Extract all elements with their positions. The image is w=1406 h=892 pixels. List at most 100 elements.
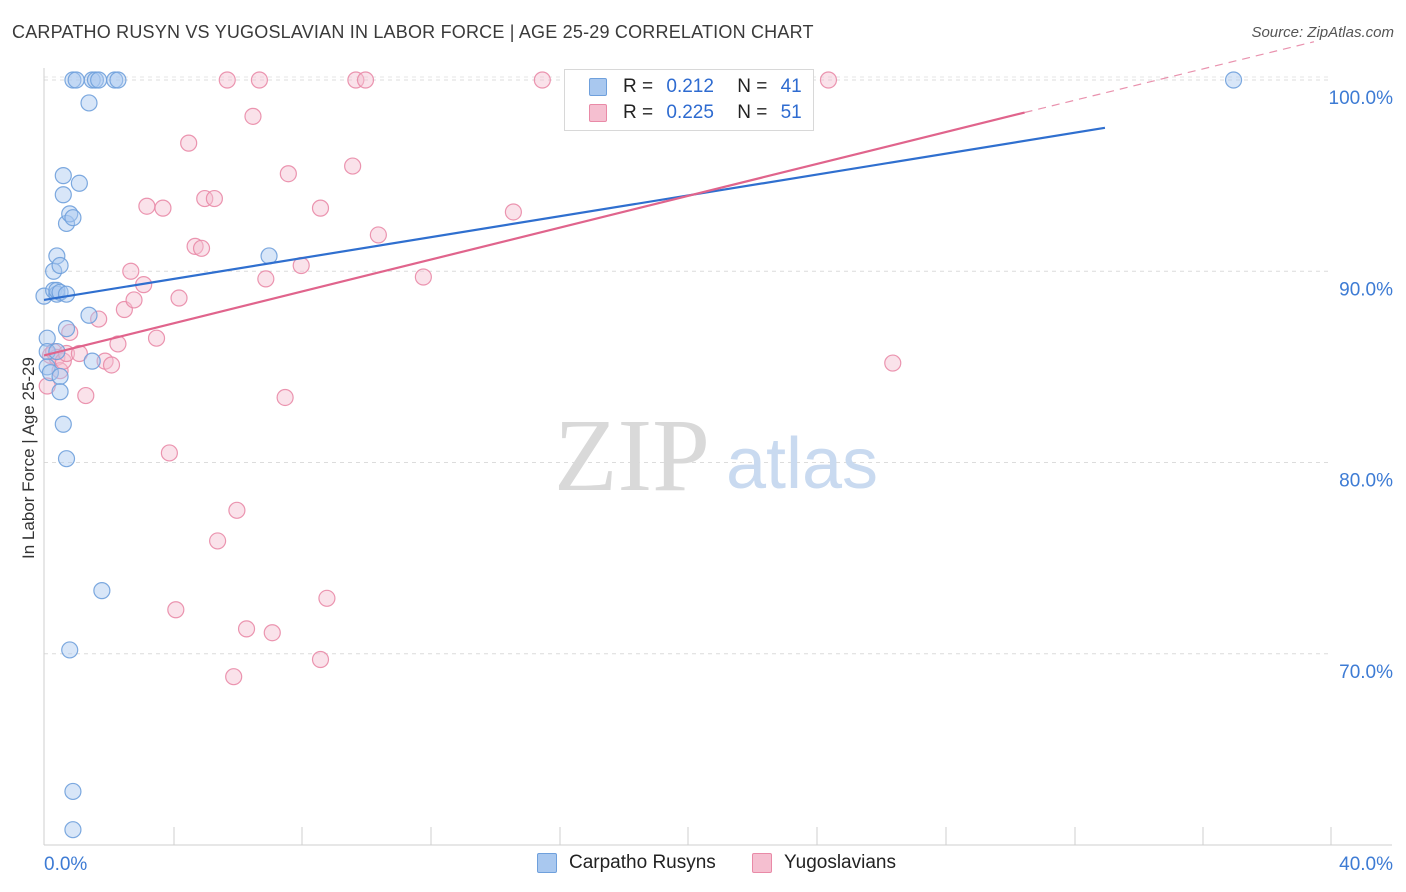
series-yugoslavians [38, 71, 902, 686]
data-point-carpatho-rusyn [64, 782, 82, 801]
data-point-yugoslavian [228, 501, 246, 519]
legend-swatch-blue [589, 78, 607, 96]
data-point-yugoslavian [77, 386, 95, 405]
x-tick-label: 40.0% [1339, 854, 1393, 875]
watermark: ZIP atlas [554, 398, 878, 513]
data-point-yugoslavian [347, 71, 365, 89]
data-point-carpatho-rusyn [51, 383, 69, 401]
data-point-carpatho-rusyn [57, 320, 76, 338]
data-point-carpatho-rusyn [54, 167, 72, 185]
legend-n-label: N = [737, 102, 768, 123]
data-point-carpatho-rusyn [1224, 71, 1243, 89]
data-point-yugoslavian [180, 134, 198, 152]
data-point-yugoslavian [276, 388, 294, 407]
data-point-yugoslavian [186, 237, 204, 255]
series-carpatho-rusyns [35, 71, 1243, 839]
legend-swatch-pink [589, 104, 607, 122]
data-point-carpatho-rusyn [57, 450, 76, 468]
trend-lines [43, 41, 1315, 357]
data-point-yugoslavian [237, 620, 256, 638]
data-point-yugoslavian [356, 71, 375, 89]
data-point-yugoslavian [311, 199, 330, 217]
legend-swatch-blue [537, 853, 557, 873]
data-point-carpatho-rusyn [80, 306, 98, 324]
data-point-carpatho-rusyn [64, 821, 82, 839]
data-point-yugoslavian [125, 291, 143, 309]
data-point-carpatho-rusyn [90, 71, 108, 89]
data-point-yugoslavian [154, 199, 172, 217]
data-point-carpatho-rusyn [54, 186, 72, 204]
data-point-carpatho-rusyn [57, 285, 76, 303]
y-tick-label: 70.0% [1339, 662, 1393, 683]
data-point-yugoslavian [533, 71, 551, 89]
legend-r-value: 0.212 [666, 76, 714, 97]
data-point-yugoslavian [414, 268, 432, 286]
legend-label-carpatho-rusyns: Carpatho Rusyns [569, 852, 716, 873]
x-tick-labels: 0.0% 40.0% [44, 854, 1393, 875]
y-tick-label: 80.0% [1339, 471, 1393, 492]
legend-swatch-pink [752, 853, 772, 873]
data-point-carpatho-rusyn [70, 174, 88, 192]
data-point-yugoslavian [147, 329, 166, 347]
data-point-yugoslavian [218, 71, 236, 89]
data-point-carpatho-rusyn [48, 247, 66, 265]
correlation-legend: R = 0.212 N = 41 R = 0.225 N = 51 [564, 69, 814, 131]
data-point-yugoslavian [160, 444, 178, 462]
data-point-yugoslavian [819, 71, 838, 89]
data-point-carpatho-rusyn [51, 367, 69, 386]
data-point-yugoslavian [70, 344, 88, 363]
data-point-yugoslavian [170, 289, 188, 307]
trend-line-carpatho-rusyns [43, 126, 1106, 302]
data-point-yugoslavian [318, 589, 336, 607]
data-point-carpatho-rusyn [83, 352, 101, 370]
y-tick-label: 100.0% [1329, 88, 1394, 109]
data-point-yugoslavian [311, 650, 330, 669]
data-point-yugoslavian [205, 189, 223, 208]
data-point-yugoslavian [102, 356, 121, 374]
axes [43, 68, 1392, 846]
data-point-carpatho-rusyn [54, 415, 72, 433]
legend-r-label: R = [623, 76, 654, 97]
legend-n-value: 51 [780, 102, 802, 123]
y-tick-labels: 70.0% 80.0% 90.0% 100.0% [1329, 88, 1394, 683]
gridlines [44, 76, 1330, 655]
y-tick-label: 90.0% [1339, 279, 1393, 300]
data-point-carpatho-rusyn [61, 641, 79, 659]
data-point-yugoslavian [504, 203, 522, 221]
watermark-zip: ZIP [554, 398, 710, 513]
data-point-yugoslavian [263, 624, 281, 642]
data-point-carpatho-rusyn [109, 71, 127, 89]
data-point-yugoslavian [122, 262, 140, 280]
data-point-yugoslavian [344, 157, 362, 175]
data-point-yugoslavian [225, 668, 243, 686]
trend-line-yugoslavians-extension [1024, 41, 1315, 114]
data-point-yugoslavian [279, 165, 297, 183]
legend-label-yugoslavians: Yugoslavians [784, 852, 896, 873]
data-point-yugoslavian [196, 189, 214, 208]
data-point-carpatho-rusyn [41, 364, 60, 382]
data-point-yugoslavian [884, 354, 902, 372]
data-point-carpatho-rusyn [80, 94, 98, 112]
legend-r-value: 0.225 [666, 102, 714, 123]
data-point-yugoslavian [167, 601, 185, 619]
trend-line-yugoslavians [43, 111, 1025, 357]
data-point-yugoslavian [250, 71, 269, 89]
data-point-carpatho-rusyn [64, 209, 82, 227]
data-point-carpatho-rusyn [57, 214, 76, 233]
data-point-carpatho-rusyn [93, 582, 111, 600]
source-label: Source: ZipAtlas.com [1251, 24, 1394, 41]
data-point-yugoslavian [369, 226, 387, 244]
data-point-yugoslavian [209, 532, 227, 550]
data-point-yugoslavian [244, 107, 262, 125]
legend-r-label: R = [623, 102, 654, 123]
data-point-carpatho-rusyn [67, 71, 85, 89]
data-point-carpatho-rusyn [38, 329, 56, 347]
data-point-yugoslavian [192, 239, 211, 257]
data-point-yugoslavian [109, 335, 127, 353]
chart-title: CARPATHO RUSYN VS YUGOSLAVIAN IN LABOR F… [12, 22, 814, 42]
data-point-yugoslavian [138, 197, 156, 215]
watermark-atlas: atlas [726, 424, 878, 504]
y-axis-label: In Labor Force | Age 25-29 [19, 357, 38, 559]
data-point-yugoslavian [90, 310, 108, 328]
